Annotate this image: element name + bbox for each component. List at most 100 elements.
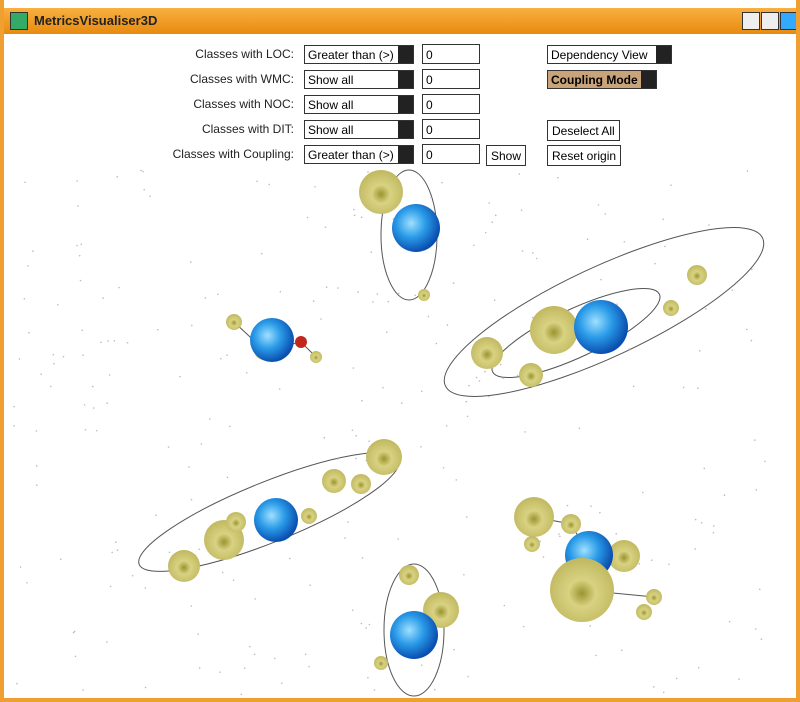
star xyxy=(521,209,523,211)
package-planet[interactable] xyxy=(574,300,628,354)
minimize-button[interactable] xyxy=(742,12,760,30)
star xyxy=(110,586,112,588)
star xyxy=(217,293,219,295)
filter-value-input[interactable]: 0 xyxy=(422,94,480,114)
mode-select[interactable]: Coupling Mode xyxy=(547,70,657,89)
star xyxy=(100,341,102,343)
star xyxy=(441,182,443,184)
filter-label: Classes with LOC: xyxy=(44,47,294,61)
star xyxy=(708,224,710,226)
star xyxy=(191,325,193,327)
star xyxy=(109,374,111,376)
class-moon[interactable] xyxy=(687,265,707,285)
star xyxy=(347,521,349,523)
star xyxy=(397,538,399,540)
star xyxy=(79,255,81,257)
deselect-button[interactable]: Deselect All xyxy=(547,120,620,141)
star xyxy=(699,350,701,352)
class-moon[interactable] xyxy=(322,469,346,493)
package-planet[interactable] xyxy=(254,498,298,542)
star xyxy=(377,293,379,295)
filter-mode-select[interactable]: Show all xyxy=(304,120,414,139)
class-moon[interactable] xyxy=(301,508,317,524)
filter-label: Classes with WMC: xyxy=(44,72,294,86)
star xyxy=(168,446,170,448)
star xyxy=(157,329,159,331)
class-moon[interactable] xyxy=(663,300,679,316)
star xyxy=(443,467,445,469)
filter-mode-select[interactable]: Show all xyxy=(304,70,414,89)
star xyxy=(598,204,600,206)
filter-value-input[interactable]: 0 xyxy=(422,69,480,89)
maximize-button[interactable] xyxy=(761,12,779,30)
class-moon[interactable] xyxy=(310,351,322,363)
view-select[interactable]: Dependency View xyxy=(547,45,672,64)
star xyxy=(28,332,30,334)
star xyxy=(307,217,309,219)
star xyxy=(27,265,29,267)
class-moon[interactable] xyxy=(514,497,554,537)
class-moon[interactable] xyxy=(226,314,242,330)
class-moon[interactable] xyxy=(366,439,402,475)
star xyxy=(579,428,581,430)
star xyxy=(558,533,560,535)
class-moon[interactable] xyxy=(550,558,614,622)
star xyxy=(76,180,78,182)
star xyxy=(142,171,144,173)
star xyxy=(106,402,108,404)
star xyxy=(201,443,203,445)
star xyxy=(729,621,731,623)
class-moon[interactable] xyxy=(471,337,503,369)
class-moon[interactable] xyxy=(226,512,246,532)
filter-value-input[interactable]: 0 xyxy=(422,144,480,164)
star xyxy=(367,171,369,173)
package-planet[interactable] xyxy=(250,318,294,362)
filter-value-input[interactable]: 0 xyxy=(422,119,480,139)
star xyxy=(436,343,438,345)
star xyxy=(93,407,95,409)
filter-mode-select[interactable]: Greater than (>) xyxy=(304,45,414,64)
star xyxy=(309,584,311,586)
star xyxy=(455,479,457,481)
package-planet[interactable] xyxy=(392,204,440,252)
star xyxy=(344,537,346,539)
star xyxy=(615,533,617,535)
class-moon[interactable] xyxy=(359,170,403,214)
show-button[interactable]: Show xyxy=(486,145,526,166)
star xyxy=(664,246,666,248)
class-moon[interactable] xyxy=(519,363,543,387)
reset-button[interactable]: Reset origin xyxy=(547,145,621,166)
star xyxy=(75,655,77,657)
star xyxy=(279,388,281,390)
star xyxy=(616,303,618,305)
class-moon[interactable] xyxy=(399,565,419,585)
star xyxy=(19,358,21,360)
star xyxy=(368,440,370,442)
close-button[interactable] xyxy=(780,12,798,30)
star xyxy=(463,574,465,576)
filter-mode-select[interactable]: Show all xyxy=(304,95,414,114)
star xyxy=(705,308,707,310)
star xyxy=(16,683,18,685)
filter-value-input[interactable]: 0 xyxy=(422,44,480,64)
class-moon[interactable] xyxy=(524,536,540,552)
star xyxy=(536,258,538,260)
class-moon[interactable] xyxy=(646,589,662,605)
class-moon[interactable] xyxy=(168,550,200,582)
star xyxy=(144,587,146,589)
star xyxy=(420,446,422,448)
star xyxy=(355,458,357,460)
filter-mode-select[interactable]: Greater than (>) xyxy=(304,145,414,164)
class-moon[interactable] xyxy=(351,474,371,494)
class-moon[interactable] xyxy=(374,656,388,670)
class-moon[interactable] xyxy=(530,306,578,354)
class-moon[interactable] xyxy=(561,514,581,534)
star xyxy=(421,391,423,393)
star xyxy=(352,609,354,611)
package-planet[interactable] xyxy=(390,611,438,659)
class-moon[interactable] xyxy=(636,604,652,620)
star xyxy=(254,654,256,656)
class-moon[interactable] xyxy=(418,289,430,301)
selected-class[interactable] xyxy=(295,336,307,348)
filter-label: Classes with NOC: xyxy=(44,97,294,111)
